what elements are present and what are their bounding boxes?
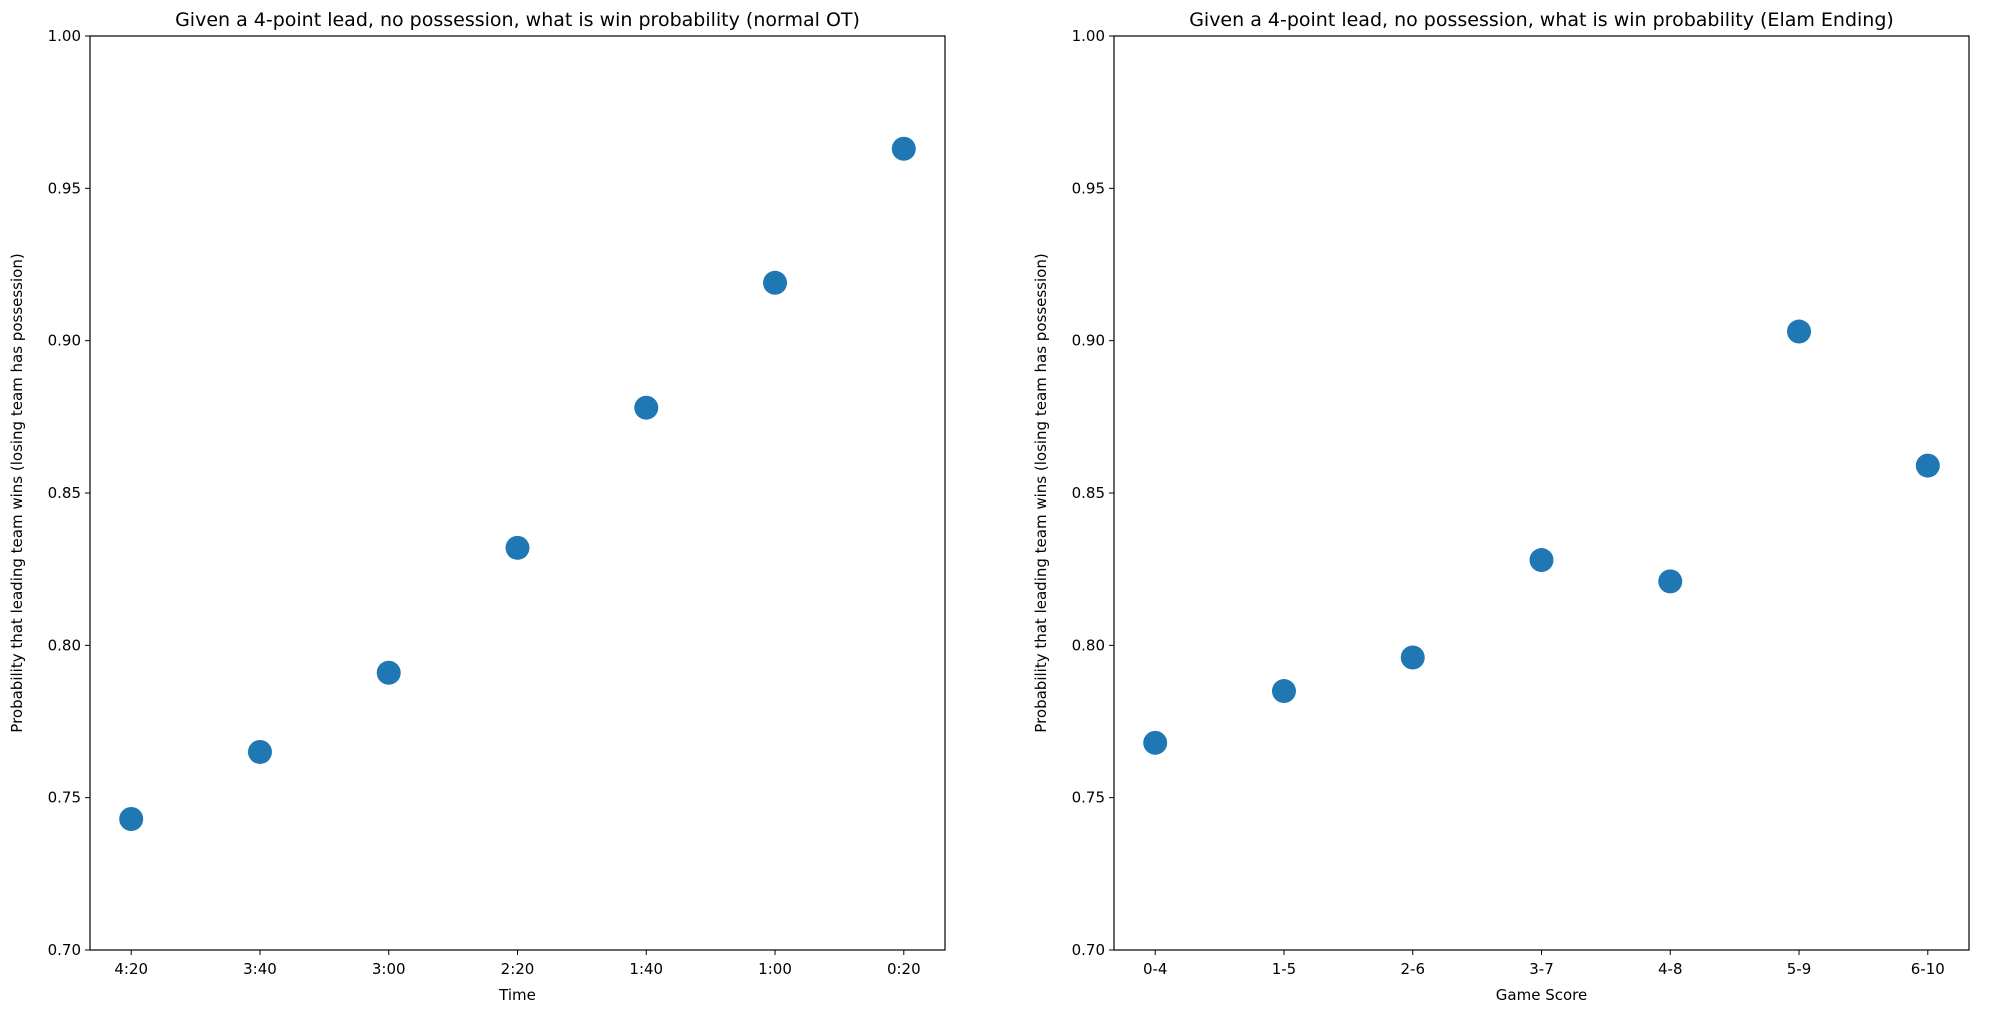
y-tick-label: 0.90	[1072, 332, 1105, 350]
y-tick-label: 0.95	[1072, 179, 1105, 197]
y-axis-label: Probability that leading team wins (losi…	[1032, 253, 1050, 732]
data-point	[1658, 569, 1683, 594]
x-tick-label: 5-9	[1787, 960, 1812, 978]
chart-title: Given a 4-point lead, no possession, wha…	[175, 9, 860, 31]
y-tick-label: 1.00	[48, 27, 81, 45]
x-tick-label: 3-7	[1529, 960, 1554, 978]
x-tick-label: 0-4	[1143, 960, 1168, 978]
x-tick-label: 6-10	[1911, 960, 1945, 978]
data-point	[119, 806, 144, 831]
y-tick-label: 0.70	[48, 941, 81, 959]
x-tick-label: 1:40	[629, 960, 663, 978]
y-tick-label: 1.00	[1072, 27, 1105, 45]
data-point	[505, 535, 530, 560]
data-point	[1787, 319, 1812, 344]
y-tick-label: 0.85	[1072, 484, 1105, 502]
data-point	[1529, 548, 1554, 573]
x-tick-label: 3:40	[243, 960, 277, 978]
data-point	[1400, 645, 1425, 670]
x-tick-label: 3:00	[372, 960, 406, 978]
y-tick-label: 0.70	[1072, 941, 1105, 959]
chart-2: Given a 4-point lead, no possession, wha…	[1032, 9, 1970, 1004]
y-tick-label: 0.80	[1072, 636, 1105, 654]
data-point	[763, 270, 788, 295]
x-tick-label: 1:00	[758, 960, 792, 978]
x-tick-label: 1-5	[1272, 960, 1297, 978]
chart-1: Given a 4-point lead, no possession, wha…	[8, 9, 946, 1004]
plot-frame	[89, 35, 946, 951]
data-point	[247, 739, 272, 764]
data-point	[634, 395, 659, 420]
data-point	[891, 136, 916, 161]
x-tick-label: 0:20	[887, 960, 921, 978]
x-tick-label: 4-8	[1658, 960, 1683, 978]
data-point	[1143, 730, 1168, 755]
y-axis-label: Probability that leading team wins (losi…	[8, 253, 26, 732]
y-tick-label: 0.75	[48, 789, 81, 807]
data-point	[1271, 679, 1296, 704]
x-axis-label: Time	[498, 986, 536, 1004]
chart-title: Given a 4-point lead, no possession, wha…	[1189, 9, 1894, 31]
x-tick-label: 2-6	[1400, 960, 1425, 978]
data-point	[376, 660, 401, 685]
x-tick-label: 2:20	[501, 960, 535, 978]
x-tick-label: 4:20	[114, 960, 148, 978]
x-axis-label: Game Score	[1496, 986, 1587, 1004]
y-tick-label: 0.80	[48, 636, 81, 654]
data-point	[1915, 453, 1940, 478]
y-tick-label: 0.90	[48, 332, 81, 350]
y-tick-label: 0.75	[1072, 789, 1105, 807]
plot-frame	[1113, 35, 1970, 951]
y-tick-label: 0.85	[48, 484, 81, 502]
y-tick-label: 0.95	[48, 179, 81, 197]
